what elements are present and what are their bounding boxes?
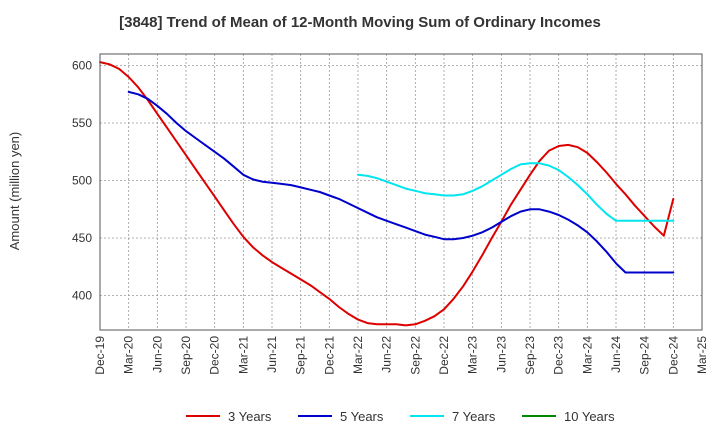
x-tick-label: Sep-20	[179, 336, 193, 375]
grid-layer	[99, 54, 703, 330]
x-tick-label: Mar-21	[236, 336, 250, 374]
legend-swatch	[522, 415, 556, 417]
series-line-7-years	[357, 162, 675, 222]
legend-item-10-years: 10 Years	[522, 406, 615, 426]
y-tick-label: 550	[72, 116, 92, 130]
x-tick-label: Dec-24	[666, 336, 680, 375]
x-tick-label: Dec-19	[93, 336, 107, 375]
legend: 3 Years 5 Years 7 Years 10 Years	[0, 406, 720, 426]
x-tick-label: Dec-23	[552, 336, 566, 375]
legend-label: 7 Years	[452, 408, 496, 424]
legend-item-7-years: 7 Years	[410, 406, 495, 426]
y-axis-title: Amount (million yen)	[7, 132, 22, 251]
legend-item-3-years: 3 Years	[186, 406, 271, 426]
x-tick-label: Mar-24	[580, 336, 594, 374]
x-tick-label: Jun-20	[150, 336, 164, 373]
x-tick-label: Mar-25	[695, 336, 709, 374]
plot-frame	[99, 53, 703, 331]
y-tick-label: 400	[72, 289, 92, 303]
axis-layer: Dec-19 Mar-20 Jun-20 Sep-20 Dec-20 Mar-21 Jun-…	[72, 53, 709, 375]
legend-swatch	[186, 415, 220, 417]
x-tick-label: Sep-21	[294, 336, 308, 375]
y-tick-label: 500	[72, 174, 92, 188]
series-line-3-years	[99, 61, 675, 327]
x-tick-label: Jun-22	[380, 336, 394, 373]
x-tick-label: Mar-22	[351, 336, 365, 374]
legend-label: 5 Years	[340, 408, 384, 424]
y-tick-label: 600	[72, 59, 92, 73]
series-layer	[99, 61, 675, 327]
legend-item-5-years: 5 Years	[298, 406, 383, 426]
x-tick-label: Mar-20	[122, 336, 136, 374]
x-tick-label: Sep-23	[523, 336, 537, 375]
legend-label: 10 Years	[564, 408, 615, 424]
legend-swatch	[298, 415, 332, 417]
x-tick-label: Sep-22	[408, 336, 422, 375]
x-tick-label: Sep-24	[638, 336, 652, 375]
series-line-5-years	[127, 90, 675, 274]
chart-title: [3848] Trend of Mean of 12-Month Moving …	[119, 14, 601, 31]
legend-label: 3 Years	[228, 408, 272, 424]
x-tick-label: Jun-23	[494, 336, 508, 373]
x-tick-label: Dec-21	[322, 336, 336, 375]
y-tick-label: 450	[72, 231, 92, 245]
legend-swatch	[410, 415, 444, 417]
x-tick-label: Jun-24	[609, 336, 623, 373]
x-tick-label: Dec-20	[208, 336, 222, 375]
x-tick-label: Mar-23	[466, 336, 480, 374]
x-tick-label: Dec-22	[437, 336, 451, 375]
x-tick-label: Jun-21	[265, 336, 279, 373]
